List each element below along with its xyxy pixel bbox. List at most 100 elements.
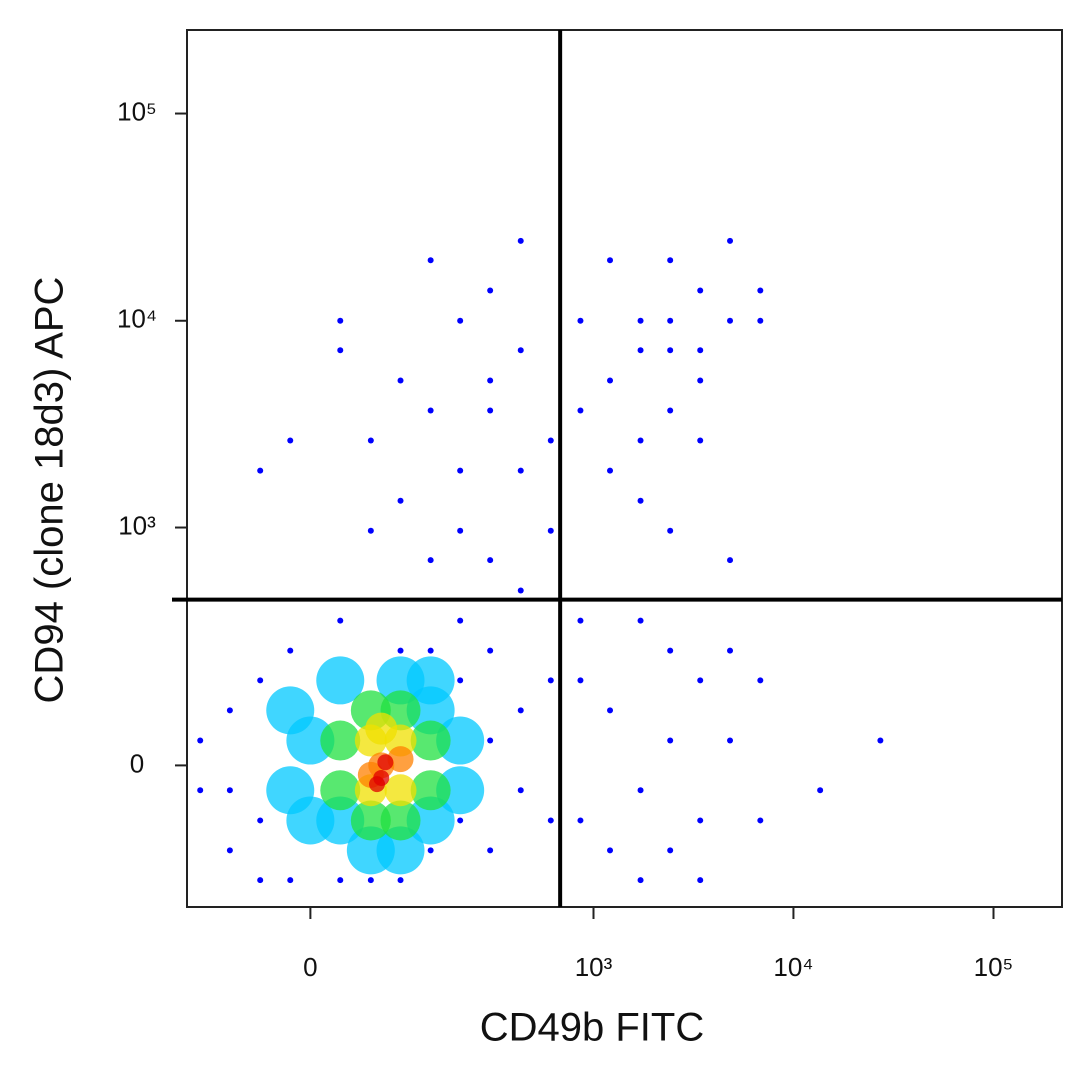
data-point: [427, 557, 434, 564]
data-point: [637, 497, 644, 504]
data-point: [337, 347, 344, 354]
data-point: [637, 877, 644, 884]
data-point: [427, 407, 434, 414]
data-point: [266, 686, 315, 735]
data-point: [667, 317, 674, 324]
data-point: [547, 437, 554, 444]
data-point: [257, 877, 264, 884]
y-tick-label: 10⁵: [117, 96, 157, 126]
data-point: [397, 497, 404, 504]
data-point: [517, 587, 524, 594]
data-point: [517, 707, 524, 714]
data-point: [577, 817, 584, 824]
data-point: [667, 407, 674, 414]
data-point: [577, 407, 584, 414]
data-point: [517, 787, 524, 794]
data-point: [487, 377, 494, 384]
data-point: [367, 877, 374, 884]
data-point: [427, 847, 434, 854]
y-tick-label: 10³: [118, 510, 156, 540]
data-point: [367, 437, 374, 444]
data-point: [637, 617, 644, 624]
data-point: [637, 437, 644, 444]
data-point: [365, 712, 398, 745]
data-point: [316, 656, 365, 705]
data-point: [727, 737, 734, 744]
data-point: [727, 647, 734, 654]
data-point: [257, 677, 264, 684]
data-point: [226, 707, 233, 714]
data-point: [457, 677, 464, 684]
data-point: [697, 817, 704, 824]
data-point: [757, 817, 764, 824]
data-point: [487, 737, 494, 744]
data-point: [487, 647, 494, 654]
data-point: [384, 774, 417, 807]
data-point: [577, 317, 584, 324]
data-point: [757, 317, 764, 324]
data-point: [607, 707, 614, 714]
data-point: [377, 754, 394, 771]
data-point: [457, 817, 464, 824]
x-tick-label: 10⁵: [974, 952, 1014, 982]
data-point: [697, 877, 704, 884]
data-point: [457, 527, 464, 534]
data-point: [577, 617, 584, 624]
data-point: [667, 527, 674, 534]
data-point: [667, 647, 674, 654]
data-point: [406, 796, 455, 845]
data-point: [607, 847, 614, 854]
data-point: [436, 766, 485, 815]
x-tick-label: 10³: [575, 952, 613, 982]
data-point: [637, 787, 644, 794]
data-point: [727, 237, 734, 244]
data-point: [607, 467, 614, 474]
data-point: [697, 377, 704, 384]
data-point: [667, 737, 674, 744]
data-point: [817, 787, 824, 794]
data-point: [226, 847, 233, 854]
data-point: [257, 467, 264, 474]
data-point: [406, 656, 455, 705]
data-point: [337, 617, 344, 624]
plot-frame: [186, 29, 1063, 908]
data-point: [757, 677, 764, 684]
data-point: [637, 317, 644, 324]
data-point: [380, 800, 421, 841]
data-point: [367, 527, 374, 534]
data-point: [337, 317, 344, 324]
data-point: [369, 776, 386, 793]
data-point: [286, 796, 335, 845]
data-point: [197, 787, 204, 794]
data-point: [287, 647, 294, 654]
data-point: [387, 746, 414, 773]
data-point: [667, 847, 674, 854]
y-tick-label: 10⁴: [117, 304, 157, 334]
data-point: [667, 257, 674, 264]
data-point: [320, 720, 361, 761]
data-point: [287, 877, 294, 884]
data-point: [410, 720, 451, 761]
data-point: [397, 377, 404, 384]
data-point: [350, 800, 391, 841]
data-point: [457, 617, 464, 624]
data-point: [547, 527, 554, 534]
data-point: [487, 847, 494, 854]
data-point: [517, 237, 524, 244]
data-point: [877, 737, 884, 744]
data-point: [547, 677, 554, 684]
data-point: [667, 347, 674, 354]
data-point: [637, 347, 644, 354]
data-point: [337, 877, 344, 884]
data-point: [320, 770, 361, 811]
data-point: [487, 557, 494, 564]
data-point: [517, 467, 524, 474]
data-point: [287, 437, 294, 444]
data-point: [257, 817, 264, 824]
data-point: [436, 716, 485, 765]
data-point: [457, 317, 464, 324]
data-point: [226, 787, 233, 794]
data-point: [697, 287, 704, 294]
data-point: [410, 770, 451, 811]
